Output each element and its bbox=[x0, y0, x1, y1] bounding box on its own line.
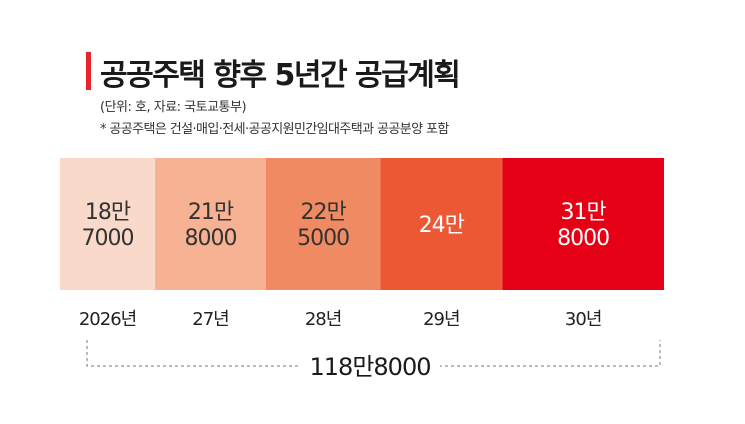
bar-segment-1 bbox=[60, 158, 156, 290]
total-label: 118만8000 bbox=[310, 353, 431, 381]
category-label-3: 28년 bbox=[305, 309, 341, 330]
category-label-2: 27년 bbox=[192, 309, 228, 330]
value-label-1-line-1: 18만 bbox=[85, 200, 131, 225]
value-label-5-line-2: 8000 bbox=[557, 226, 609, 251]
title-accent-bar bbox=[86, 52, 91, 90]
value-label-4-line-1: 24만 bbox=[419, 213, 465, 238]
chart-subtitle: (단위: 호, 자료: 국토교통부) bbox=[100, 100, 247, 115]
chart-title: 공공주택 향후 5년간 공급계획 bbox=[100, 58, 461, 93]
total-label-background bbox=[300, 350, 440, 382]
value-label-3-line-1: 22만 bbox=[300, 200, 346, 225]
value-label-2-line-1: 21만 bbox=[188, 200, 234, 225]
chart-note: * 공공주택은 건설·매입·전세·공공지원민간임대주택과 공공분양 포함 bbox=[100, 122, 449, 137]
category-label-5: 30년 bbox=[565, 309, 601, 330]
value-label-1-line-2: 7000 bbox=[82, 226, 134, 251]
bar-segment-3 bbox=[265, 158, 381, 290]
bar-segment-5 bbox=[502, 158, 664, 290]
value-label-3-line-2: 5000 bbox=[297, 226, 349, 251]
bar-segment-4 bbox=[380, 158, 503, 290]
category-label-4: 29년 bbox=[423, 309, 459, 330]
value-label-5-line-1: 31만 bbox=[561, 200, 607, 225]
bar-segment-2 bbox=[155, 158, 266, 290]
value-label-2-line-2: 8000 bbox=[184, 226, 236, 251]
category-label-1: 2026년 bbox=[79, 309, 136, 330]
